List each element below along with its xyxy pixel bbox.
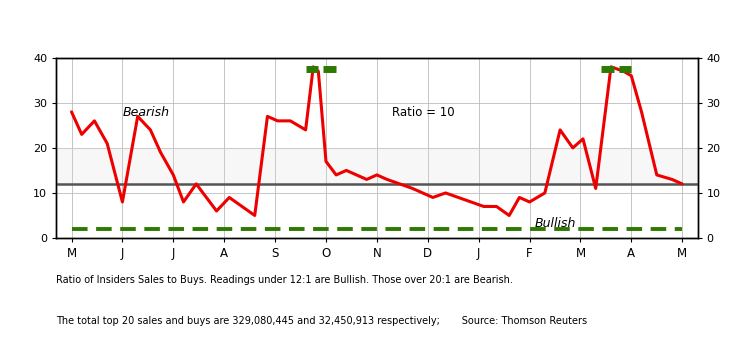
Text: The total top 20 sales and buys are 329,080,445 and 32,450,913 respectively;    : The total top 20 sales and buys are 329,… <box>56 316 587 326</box>
Text: Bearish: Bearish <box>122 106 170 119</box>
Text: Ratio = 10: Ratio = 10 <box>392 106 454 119</box>
Text: Ratio of Insiders Sales to Buys. Readings under 12:1 are Bullish. Those over 20:: Ratio of Insiders Sales to Buys. Reading… <box>56 275 513 285</box>
Text: Bullish: Bullish <box>535 217 576 230</box>
Text: INSIDER TRANSACTIONS RATIO: INSIDER TRANSACTIONS RATIO <box>261 36 493 49</box>
Bar <box>56 148 698 184</box>
